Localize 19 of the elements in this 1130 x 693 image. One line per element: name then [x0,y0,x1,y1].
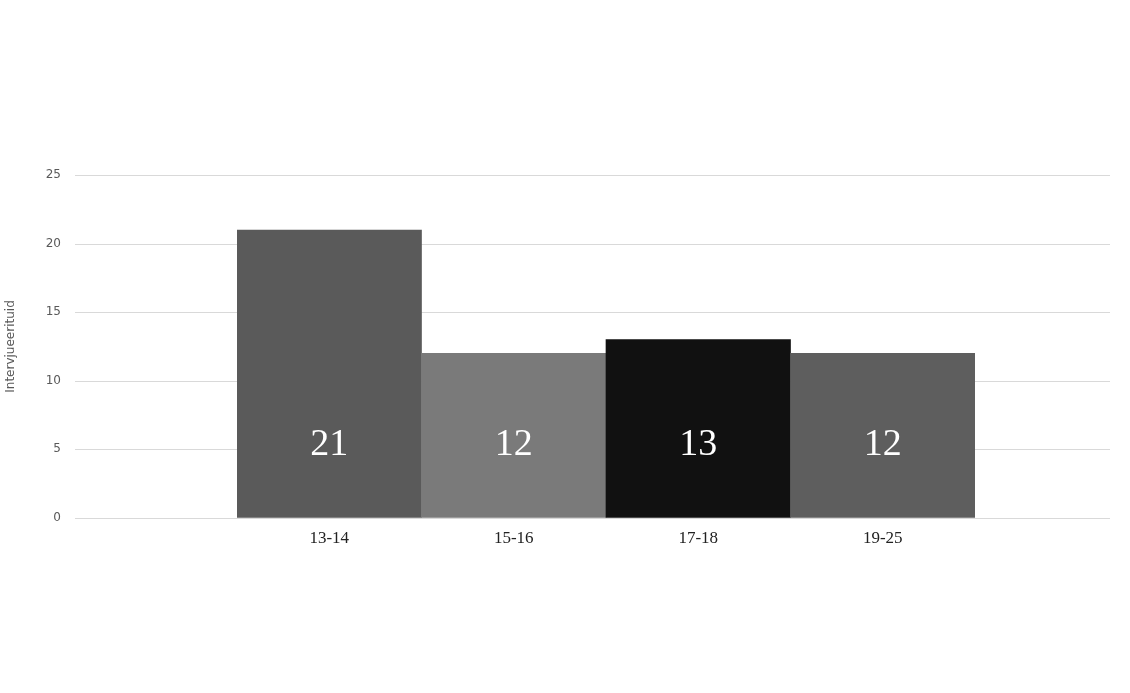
bar [790,353,975,518]
y-tick-label: 15 [45,304,61,319]
y-tick-label: 20 [45,235,61,250]
x-tick-label: 19-25 [862,528,903,548]
data-label: 21 [310,421,349,464]
bar [421,353,607,518]
x-tick-label: 13-14 [309,528,350,548]
data-label: 12 [863,421,902,464]
y-axis-title: Intervjueerituid [3,300,18,393]
x-tick-label: 17-18 [678,528,719,548]
data-label: 13 [679,421,718,464]
x-tick-label: 15-16 [493,528,534,548]
y-tick-label: 5 [53,441,61,456]
y-tick-label: 0 [53,509,61,524]
bar [605,339,791,518]
y-tick-label: 25 [45,167,61,182]
bar [237,229,422,518]
data-label: 12 [494,421,533,464]
y-tick-label: 10 [45,372,61,387]
